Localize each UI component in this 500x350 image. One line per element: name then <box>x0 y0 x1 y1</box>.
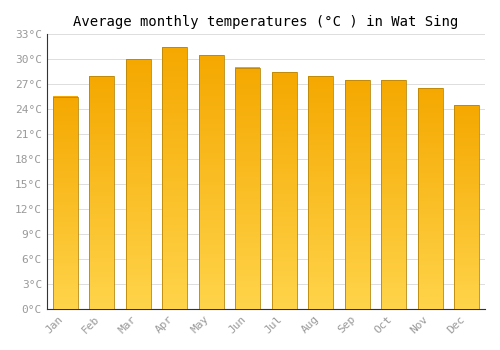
Bar <box>454 105 479 309</box>
Bar <box>126 59 150 309</box>
Bar <box>162 47 187 309</box>
Bar <box>89 76 114 309</box>
Bar <box>308 76 333 309</box>
Bar <box>236 68 260 309</box>
Bar <box>418 89 442 309</box>
Bar <box>272 72 296 309</box>
Bar <box>52 97 78 309</box>
Bar <box>345 80 370 309</box>
Title: Average monthly temperatures (°C ) in Wat Sing: Average monthly temperatures (°C ) in Wa… <box>74 15 458 29</box>
Bar <box>198 55 224 309</box>
Bar <box>382 80 406 309</box>
